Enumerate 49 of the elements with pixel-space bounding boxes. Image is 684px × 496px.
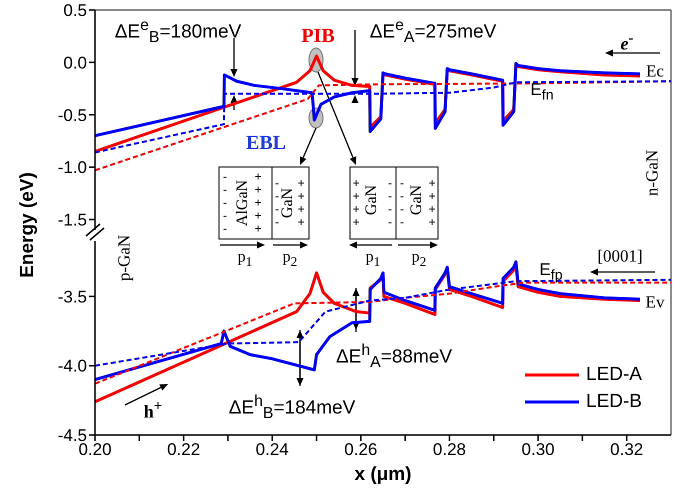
annotation: p$_{1}$: [366, 248, 380, 269]
annotation: [0001]: [597, 246, 643, 266]
annotation: E$_{fp}$: [539, 260, 563, 284]
x-tick-label: 0.32: [610, 440, 644, 460]
x-tick-label: 0.28: [432, 440, 466, 460]
y-tick-label: -1.5: [58, 210, 87, 230]
x-tick-label: 0.26: [344, 440, 378, 460]
x-tick-label: 0.30: [522, 440, 555, 460]
annotation: GaN: [408, 184, 425, 216]
annotation: ΔE$^{e}$$_{B}$=180meV: [114, 17, 242, 46]
annotation: E$_{fn}$: [530, 80, 554, 104]
annotation: h$^{+}$: [144, 398, 162, 422]
x-axis-title: x (μm): [354, 464, 412, 485]
annotation: ΔE$^{h}$$_{A}$=88meV: [336, 342, 452, 372]
annotation: p$_{2}$: [412, 248, 426, 269]
annotation: p$_{1}$: [238, 248, 252, 269]
annotation: Ev: [646, 292, 664, 312]
y-tick-label: -1.0: [58, 158, 87, 178]
annotation: PIB: [301, 25, 335, 47]
annotation: ----: [387, 176, 393, 229]
y-tick-label: 0.0: [63, 53, 87, 72]
annotation: Ec: [646, 62, 664, 80]
annotation: e$^{-}$: [620, 30, 634, 54]
y-tick-label: 0.5: [63, 1, 87, 20]
annotation: EBL: [246, 132, 286, 154]
legend-label: LED-A: [586, 364, 642, 386]
annotation: ++++: [352, 176, 360, 229]
y-tick-label: -4.0: [58, 356, 87, 376]
annotation: ----: [399, 176, 405, 229]
annotation: ΔE$^{e}$$_{A}$=275meV: [370, 17, 496, 46]
annotation: p$_{2}$: [282, 248, 298, 269]
annotation: GaN: [279, 188, 296, 218]
annotation: AlGaN: [234, 180, 251, 226]
annotation: ΔE$^{h}$$_{B}$=184meV: [228, 393, 356, 422]
annotation: ----: [274, 176, 280, 229]
annotation: n-GaN: [642, 150, 662, 196]
x-tick-label: 0.22: [167, 440, 200, 460]
annotation: p-GaN: [114, 234, 134, 282]
annotation: ++++: [428, 176, 436, 229]
annotation: ++++: [298, 176, 305, 229]
x-tick-label: 0.24: [256, 440, 289, 460]
annotation: +++++: [254, 170, 262, 236]
annotation: -----: [222, 170, 228, 236]
annotation: GaN: [363, 184, 380, 216]
y-tick-label: -0.5: [58, 106, 87, 125]
legend-label: LED-B: [586, 390, 642, 412]
x-tick-label: 0.20: [78, 440, 112, 460]
y-tick-label: -3.5: [58, 287, 87, 306]
y-axis-title: Energy (eV): [17, 172, 39, 278]
